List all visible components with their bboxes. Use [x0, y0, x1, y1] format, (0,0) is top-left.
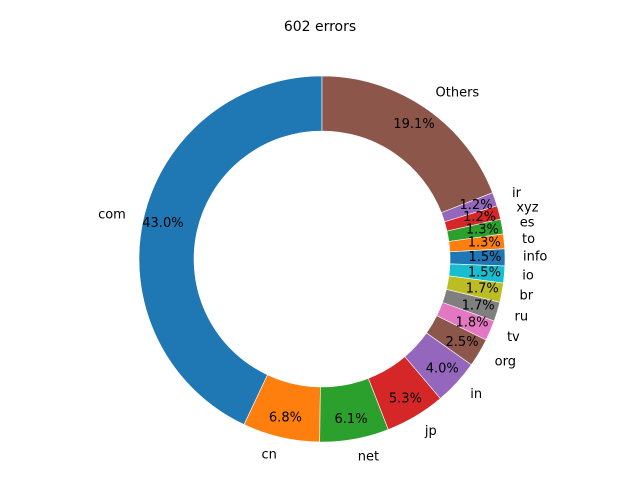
slice-percent-to: 1.3%: [468, 236, 501, 251]
slice-label-cn: cn: [262, 447, 277, 462]
slice-percent-org: 2.5%: [446, 335, 479, 350]
slice-label-info: info: [523, 250, 547, 265]
slice-label-ir: ir: [512, 186, 522, 201]
slice-label-to: to: [522, 232, 535, 247]
slice-percent-br: 1.7%: [466, 282, 499, 297]
slice-others: [321, 75, 493, 214]
slice-label-xyz: xyz: [516, 200, 538, 215]
slice-percent-tv: 1.8%: [455, 315, 488, 330]
slice-label-org: org: [495, 354, 516, 369]
slice-percent-com: 43.0%: [142, 216, 183, 231]
slice-label-io: io: [522, 269, 534, 284]
slice-label-net: net: [358, 449, 379, 464]
slice-percent-xyz: 1.2%: [463, 210, 496, 225]
slice-percent-io: 1.5%: [468, 265, 501, 280]
slice-label-others: Others: [436, 86, 480, 101]
slice-com: [138, 75, 323, 425]
slice-label-tv: tv: [507, 330, 520, 345]
slice-percent-ru: 1.7%: [462, 298, 495, 313]
slice-percent-jp: 5.3%: [389, 392, 422, 407]
slice-percent-cn: 6.8%: [269, 410, 302, 425]
slice-percent-labels: 43.0% 6.8% 6.1% 5.3% 4.0% 2.5% 1.8% 1.7%1.7% 1.5…: [142, 117, 501, 427]
donut-slices: [138, 75, 506, 443]
slice-percent-info: 1.5%: [468, 250, 501, 265]
slice-label-ru: ru: [514, 309, 528, 324]
slice-label-es: es: [520, 216, 535, 231]
slice-label-in: in: [470, 387, 482, 402]
slice-percent-net: 6.1%: [335, 412, 368, 427]
slice-percent-in: 4.0%: [426, 362, 459, 377]
slice-percent-ir: 1.2%: [460, 198, 493, 213]
slice-percent-others: 19.1%: [393, 117, 434, 132]
chart-title: 602 errors: [284, 19, 356, 35]
slice-label-com: com: [98, 208, 126, 223]
slice-label-jp: jp: [424, 424, 437, 439]
slice-percent-es: 1.3%: [466, 222, 499, 237]
slice-label-br: br: [520, 289, 534, 304]
